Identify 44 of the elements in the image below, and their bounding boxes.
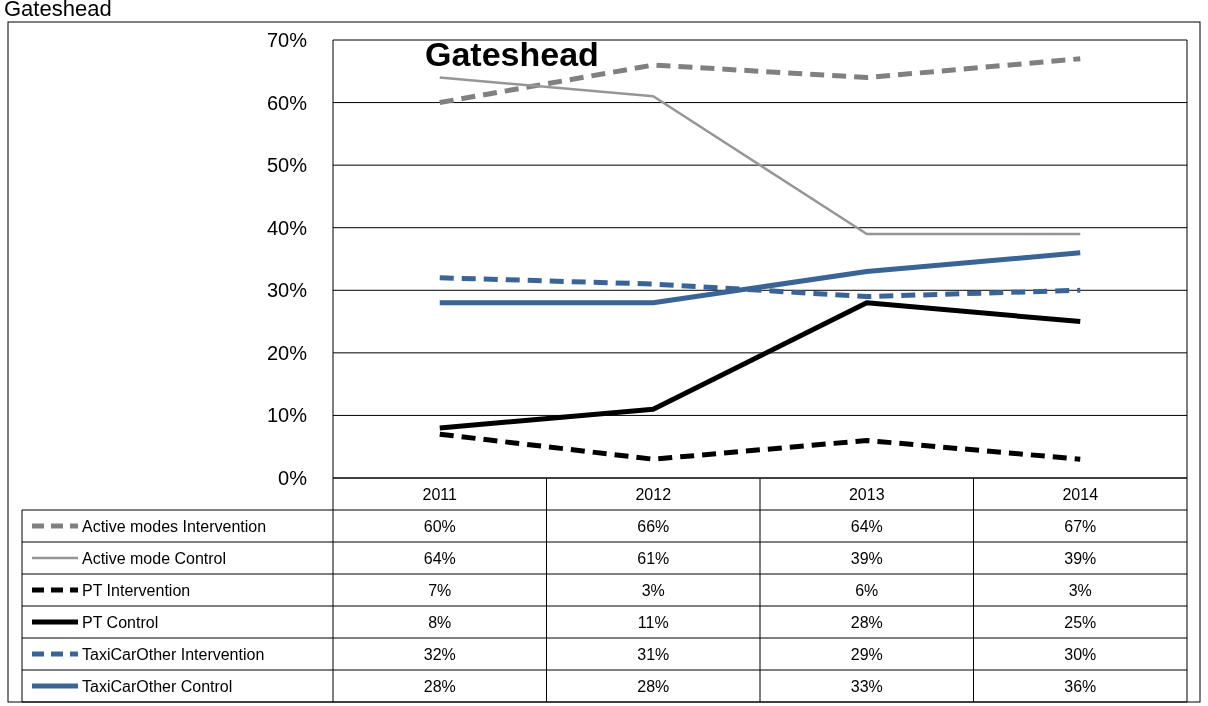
data-label: 66%	[637, 517, 670, 535]
x-tick-label: 2014	[1062, 485, 1099, 503]
data-label: 31%	[637, 645, 670, 663]
data-label: 64%	[423, 549, 456, 567]
legend-label: TaxiCarOther Control	[82, 677, 233, 695]
data-label: 61%	[637, 549, 670, 567]
data-label: 39%	[850, 549, 883, 567]
y-tick-label: 40%	[266, 216, 308, 239]
x-tick-label: 2012	[635, 485, 672, 503]
x-tick-label: 2013	[848, 485, 885, 503]
y-tick-label: 20%	[266, 341, 308, 364]
data-label: 3%	[641, 581, 665, 599]
data-label: 3%	[1068, 581, 1092, 599]
data-label: 25%	[1064, 613, 1097, 631]
chart-title: Gateshead	[425, 35, 599, 73]
data-label: 60%	[423, 517, 456, 535]
data-label: 39%	[1064, 549, 1097, 567]
data-label: 64%	[850, 517, 883, 535]
y-tick-label: 60%	[266, 91, 308, 114]
data-label: 28%	[423, 677, 456, 695]
data-label: 32%	[423, 645, 456, 663]
data-label: 36%	[1064, 677, 1097, 695]
legend-label: TaxiCarOther Intervention	[82, 645, 265, 663]
data-label: 28%	[637, 677, 670, 695]
text: Gateshead	[4, 0, 112, 21]
legend-label: Active modes Intervention	[82, 517, 267, 535]
y-tick-label: 0%	[278, 467, 308, 489]
legend-label: Active mode Control	[82, 549, 227, 567]
data-label: 8%	[428, 613, 452, 631]
data-label: 30%	[1064, 645, 1097, 663]
legend-label: PT Intervention	[82, 581, 191, 599]
data-label: 67%	[1064, 517, 1097, 535]
data-label: 11%	[637, 613, 669, 631]
y-tick-label: 50%	[266, 154, 308, 177]
data-label: 28%	[850, 613, 883, 631]
legend-label: PT Control	[82, 613, 159, 631]
y-tick-label: 70%	[266, 29, 308, 51]
data-label: 29%	[850, 645, 883, 663]
x-tick-label: 2011	[422, 485, 458, 503]
data-label: 33%	[850, 677, 883, 695]
data-label: 6%	[855, 581, 879, 599]
data-label: 7%	[428, 581, 452, 599]
y-tick-label: 10%	[266, 404, 308, 427]
y-tick-label: 30%	[266, 279, 308, 302]
